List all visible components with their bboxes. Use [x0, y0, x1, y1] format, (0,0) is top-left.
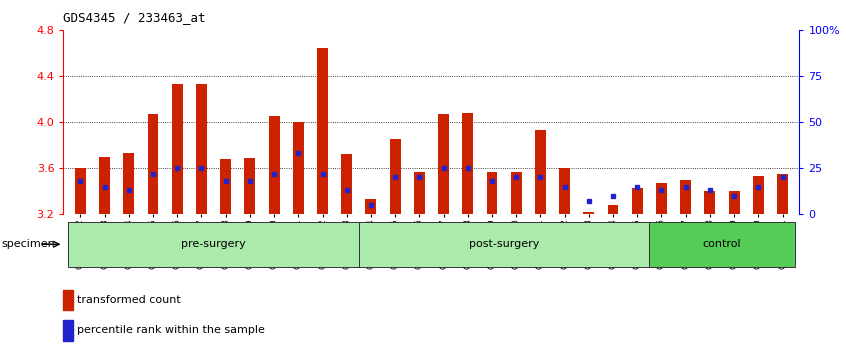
Bar	[147, 114, 158, 214]
Bar	[75, 168, 85, 214]
Text: control: control	[703, 239, 741, 249]
Bar	[777, 174, 788, 214]
Bar	[535, 130, 546, 214]
Bar	[559, 168, 570, 214]
Text: transformed count: transformed count	[77, 295, 181, 305]
Bar	[220, 159, 231, 214]
Bar	[728, 191, 739, 214]
Text: post-surgery: post-surgery	[469, 239, 539, 249]
Bar	[269, 116, 279, 214]
Text: GDS4345 / 233463_at: GDS4345 / 233463_at	[63, 11, 206, 24]
Bar	[511, 172, 522, 214]
Bar	[293, 122, 304, 214]
Bar	[462, 113, 473, 214]
Bar	[438, 114, 449, 214]
Bar	[680, 180, 691, 214]
Bar	[650, 222, 794, 267]
Bar	[584, 212, 594, 214]
Text: percentile rank within the sample: percentile rank within the sample	[77, 325, 265, 335]
Bar	[317, 48, 328, 214]
Bar	[196, 84, 207, 214]
Text: specimen: specimen	[2, 239, 56, 249]
Bar	[656, 183, 667, 214]
Bar	[390, 139, 401, 214]
Bar	[365, 199, 376, 214]
Bar	[632, 188, 643, 214]
Bar	[486, 172, 497, 214]
Bar	[341, 154, 352, 214]
Bar	[244, 158, 255, 214]
Text: pre-surgery: pre-surgery	[181, 239, 246, 249]
Bar	[124, 153, 135, 214]
Bar	[414, 172, 425, 214]
Bar	[753, 176, 764, 214]
Bar	[172, 84, 183, 214]
Bar	[705, 191, 716, 214]
Bar	[69, 222, 359, 267]
Bar	[63, 290, 73, 310]
Bar	[607, 205, 618, 214]
Bar	[99, 156, 110, 214]
Bar	[359, 222, 650, 267]
Bar	[63, 320, 73, 341]
